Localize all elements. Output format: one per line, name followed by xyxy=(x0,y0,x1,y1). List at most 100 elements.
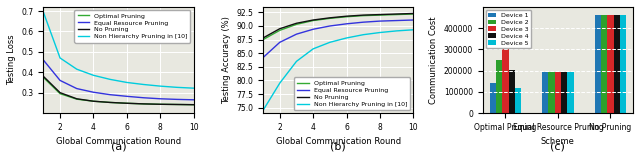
Bar xyxy=(595,15,601,113)
Equal Resource Pruning xyxy=(326,25,333,27)
Equal Resource Pruning xyxy=(123,95,131,97)
Bar xyxy=(601,15,607,113)
Equal Resource Pruning xyxy=(156,98,164,100)
Line: Non Hierarchy Pruning in [10]: Non Hierarchy Pruning in [10] xyxy=(263,30,413,110)
Equal Resource Pruning xyxy=(292,33,300,35)
Optimal Pruning xyxy=(73,98,81,100)
No Pruning xyxy=(326,17,333,19)
Optimal Pruning xyxy=(309,19,317,22)
No Pruning xyxy=(73,98,81,100)
X-axis label: Global Communication Round: Global Communication Round xyxy=(56,137,181,146)
No Pruning xyxy=(90,100,97,102)
Equal Resource Pruning xyxy=(40,59,47,61)
No Pruning xyxy=(376,14,384,16)
Equal Resource Pruning xyxy=(106,94,114,96)
Y-axis label: Communication Cost: Communication Cost xyxy=(429,16,438,104)
No Pruning xyxy=(259,37,267,39)
Equal Resource Pruning xyxy=(342,23,350,25)
Non Hierarchy Pruning in [10] xyxy=(73,68,81,70)
Non Hierarchy Pruning in [10] xyxy=(326,41,333,43)
No Pruning xyxy=(292,22,300,24)
X-axis label: Global Communication Round: Global Communication Round xyxy=(276,137,401,146)
Equal Resource Pruning xyxy=(259,57,267,59)
Optimal Pruning xyxy=(342,16,350,18)
Non Hierarchy Pruning in [10] xyxy=(156,85,164,87)
Non Hierarchy Pruning in [10] xyxy=(173,86,180,88)
Non Hierarchy Pruning in [10] xyxy=(90,74,97,76)
Optimal Pruning xyxy=(393,14,401,16)
Bar xyxy=(542,72,548,113)
Bar xyxy=(614,15,620,113)
Line: No Pruning: No Pruning xyxy=(44,76,194,105)
No Pruning xyxy=(40,75,47,77)
Legend: Optimal Pruning, Equal Resource Pruning, No Pruning, Non Hierarchy Pruning in [1: Optimal Pruning, Equal Resource Pruning,… xyxy=(74,10,191,43)
Line: Equal Resource Pruning: Equal Resource Pruning xyxy=(263,20,413,58)
Y-axis label: Testing Loss: Testing Loss xyxy=(7,35,16,85)
Optimal Pruning xyxy=(173,103,180,106)
Optimal Pruning xyxy=(259,39,267,41)
Equal Resource Pruning xyxy=(410,19,417,21)
Title: (c): (c) xyxy=(550,141,565,151)
Non Hierarchy Pruning in [10] xyxy=(259,109,267,111)
Non Hierarchy Pruning in [10] xyxy=(360,34,367,36)
Equal Resource Pruning xyxy=(393,19,401,22)
Bar xyxy=(555,72,561,113)
Line: No Pruning: No Pruning xyxy=(263,13,413,38)
Non Hierarchy Pruning in [10] xyxy=(342,37,350,39)
Non Hierarchy Pruning in [10] xyxy=(376,32,384,34)
Non Hierarchy Pruning in [10] xyxy=(410,29,417,31)
Line: Optimal Pruning: Optimal Pruning xyxy=(263,14,413,40)
Equal Resource Pruning xyxy=(173,98,180,100)
Non Hierarchy Pruning in [10] xyxy=(393,30,401,32)
Bar xyxy=(496,60,502,113)
Bar xyxy=(561,72,568,113)
Equal Resource Pruning xyxy=(276,41,284,43)
No Pruning xyxy=(342,15,350,17)
Optimal Pruning xyxy=(156,103,164,105)
Equal Resource Pruning xyxy=(73,88,81,90)
Bar xyxy=(490,83,496,113)
Non Hierarchy Pruning in [10] xyxy=(292,60,300,62)
Bar xyxy=(509,70,515,113)
Bar xyxy=(502,47,509,113)
Equal Resource Pruning xyxy=(140,97,147,99)
Bar xyxy=(515,88,521,113)
Equal Resource Pruning xyxy=(190,99,198,101)
Bar xyxy=(548,72,555,113)
No Pruning xyxy=(360,14,367,16)
Optimal Pruning xyxy=(190,104,198,106)
Bar xyxy=(568,72,573,113)
Non Hierarchy Pruning in [10] xyxy=(309,48,317,50)
Title: (b): (b) xyxy=(330,141,346,151)
Optimal Pruning xyxy=(40,76,47,78)
No Pruning xyxy=(56,92,64,94)
Y-axis label: Testing Accuracy (%): Testing Accuracy (%) xyxy=(222,16,231,104)
No Pruning xyxy=(190,104,198,106)
Optimal Pruning xyxy=(123,102,131,104)
Line: Non Hierarchy Pruning in [10]: Non Hierarchy Pruning in [10] xyxy=(44,12,194,88)
Non Hierarchy Pruning in [10] xyxy=(123,81,131,83)
No Pruning xyxy=(410,12,417,14)
Non Hierarchy Pruning in [10] xyxy=(276,82,284,84)
Legend: Device 1, Device 2, Device 3, Device 4, Device 5: Device 1, Device 2, Device 3, Device 4, … xyxy=(486,10,531,48)
Optimal Pruning xyxy=(90,100,97,102)
No Pruning xyxy=(173,103,180,106)
Optimal Pruning xyxy=(106,101,114,103)
Non Hierarchy Pruning in [10] xyxy=(40,11,47,13)
Non Hierarchy Pruning in [10] xyxy=(190,87,198,89)
No Pruning xyxy=(140,103,147,105)
No Pruning xyxy=(156,103,164,105)
Optimal Pruning xyxy=(56,93,64,95)
Optimal Pruning xyxy=(292,23,300,25)
Equal Resource Pruning xyxy=(56,79,64,81)
No Pruning xyxy=(393,13,401,15)
X-axis label: Scheme: Scheme xyxy=(541,137,575,146)
No Pruning xyxy=(106,101,114,103)
Non Hierarchy Pruning in [10] xyxy=(56,57,64,59)
Optimal Pruning xyxy=(376,14,384,16)
Line: Equal Resource Pruning: Equal Resource Pruning xyxy=(44,60,194,100)
Equal Resource Pruning xyxy=(360,21,367,23)
Bar xyxy=(607,15,614,113)
Optimal Pruning xyxy=(410,13,417,15)
Optimal Pruning xyxy=(276,29,284,31)
